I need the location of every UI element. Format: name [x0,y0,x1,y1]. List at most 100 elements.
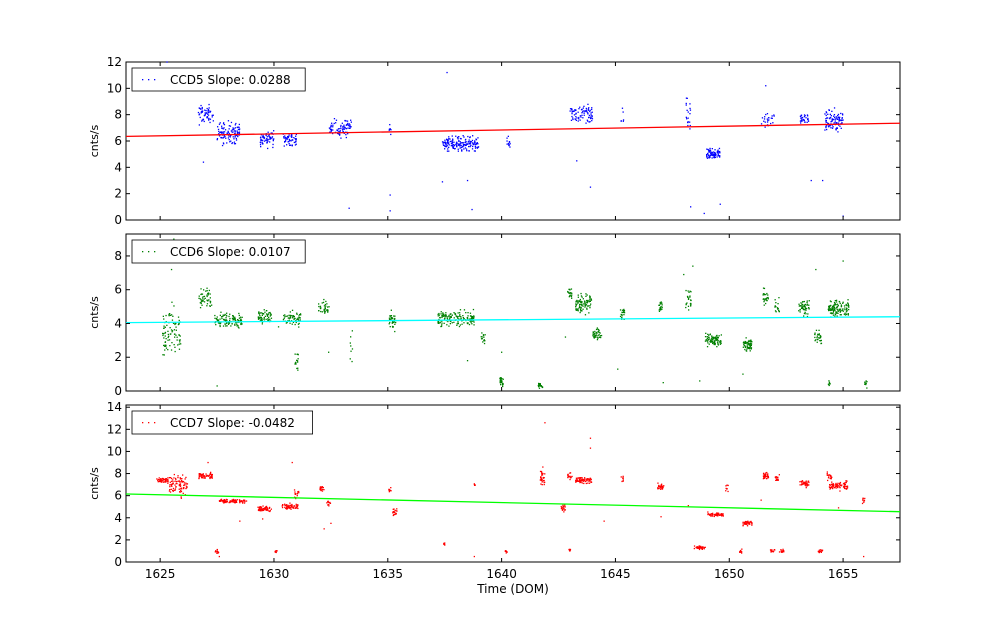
data-point [806,485,808,487]
data-point [270,317,273,319]
data-point [713,338,715,340]
data-point [482,334,485,336]
data-point [623,314,625,316]
data-point [437,321,439,323]
data-point [451,322,453,324]
data-point [591,120,593,122]
data-point [586,307,588,309]
data-point [169,486,171,488]
data-point [394,323,396,325]
data-point [239,501,241,503]
data-point [593,334,595,336]
data-point [218,555,220,558]
data-point [710,338,713,340]
data-point [284,135,286,137]
data-point [766,474,769,476]
data-point [767,119,769,122]
data-point [293,318,295,321]
data-point [843,305,846,307]
data-point [390,318,392,321]
data-point [232,315,234,317]
data-point [743,522,746,524]
data-point [587,103,589,105]
data-point [457,322,459,325]
data-point [469,312,472,314]
data-point [294,144,297,146]
data-point [762,478,765,480]
data-point [220,137,222,139]
data-point [818,333,820,335]
data-point [232,498,235,501]
data-point [462,146,464,148]
data-point [838,484,840,487]
data-point [223,127,225,129]
data-point [835,311,837,313]
data-point [170,329,173,331]
data-point [767,117,770,119]
data-point [803,114,806,116]
data-point [622,310,625,312]
data-point [693,545,696,547]
data-point [168,313,170,315]
data-point [689,107,691,110]
data-point [816,338,818,341]
data-point [846,485,848,487]
data-point [820,339,822,342]
data-point [745,522,747,524]
data-point [461,150,463,152]
data-point [590,298,592,300]
data-point [444,315,446,317]
data-point [216,549,218,551]
data-point [183,482,186,484]
data-point [716,341,719,343]
data-point [328,503,330,506]
data-point [210,471,212,473]
data-point [234,135,236,137]
data-point [775,302,777,304]
legend-marker [148,79,150,81]
data-point [829,113,831,115]
data-point [774,310,777,312]
data-point [507,142,510,145]
data-point [265,138,268,140]
data-point [322,301,325,304]
data-point [351,348,354,350]
data-point [447,148,449,150]
data-point [572,118,574,121]
data-point [330,131,332,133]
data-point [267,318,269,320]
data-point [293,141,295,144]
data-point [570,119,573,121]
data-point [283,136,285,138]
data-point [721,515,723,517]
data-point [661,308,663,310]
legend-box [131,239,306,264]
data-point [324,312,326,314]
data-point [506,140,508,142]
data-point [396,510,398,512]
data-point [569,295,571,297]
data-point [444,142,447,144]
data-point [209,297,211,299]
data-point [180,490,182,492]
data-point [175,322,177,325]
data-point [225,319,227,321]
data-point [695,547,697,549]
data-point [395,321,397,324]
data-point [268,312,270,314]
data-point [658,310,661,312]
data-point [865,382,867,384]
data-point [836,315,838,317]
data-point [286,138,288,141]
data-point [283,317,285,320]
data-point [180,485,182,487]
data-point [259,315,261,317]
data-point [589,307,591,309]
data-point [177,316,180,318]
data-point [588,478,590,481]
data-point [715,336,717,338]
data-point [226,325,228,327]
data-point [800,480,802,483]
data-point [560,505,562,508]
data-point [701,548,703,550]
